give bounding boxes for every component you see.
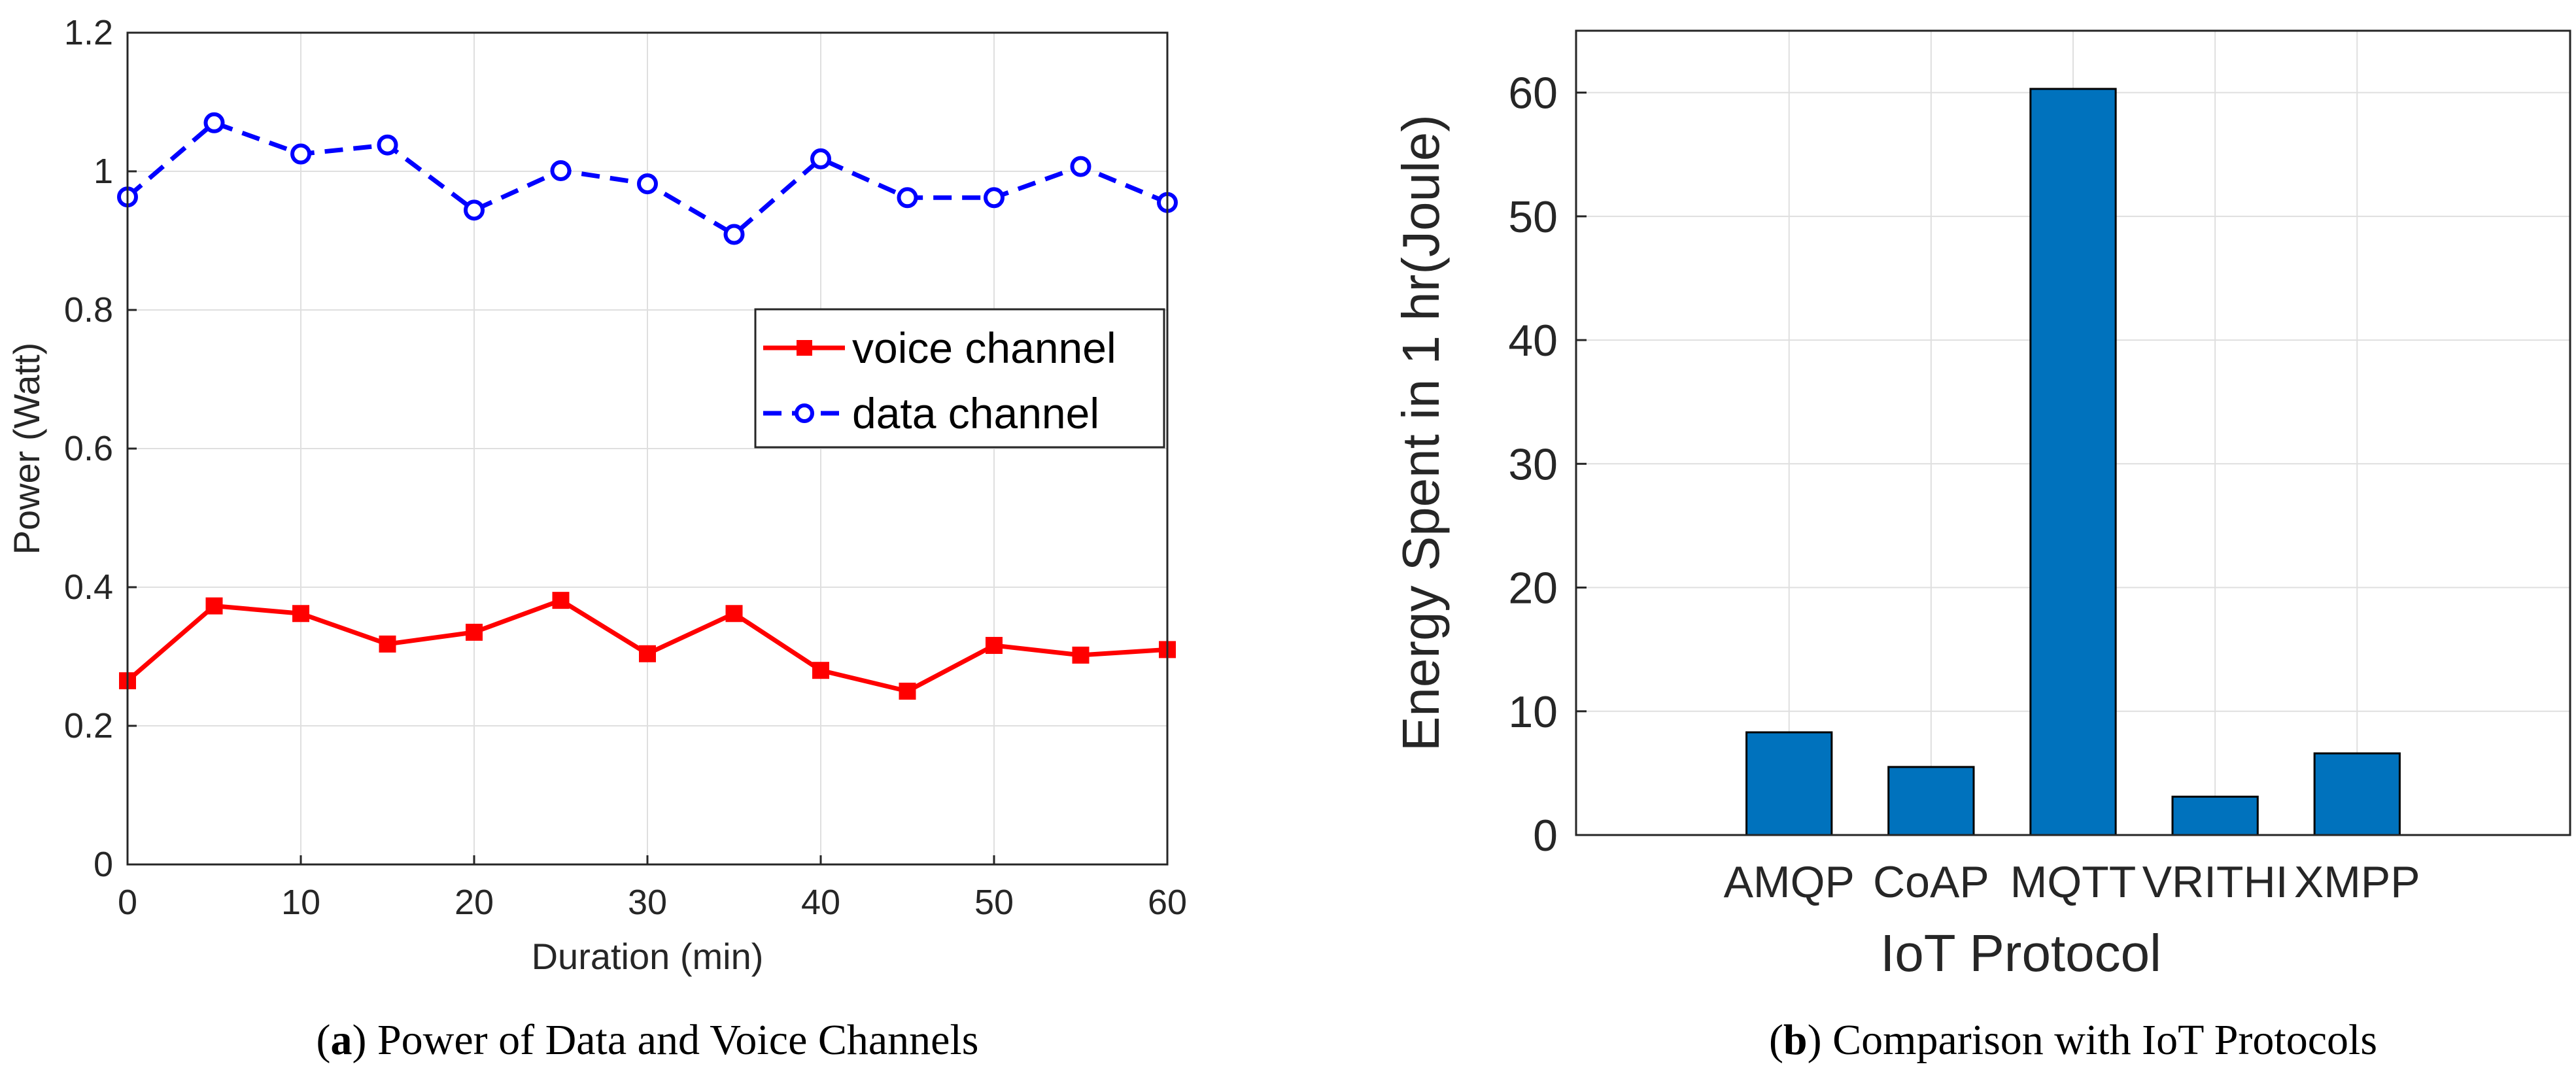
y-axis-label: Energy Spent in 1 hr(Joule) — [1392, 114, 1450, 751]
y-tick-label: 1.2 — [64, 13, 113, 52]
power-line-chart: 0 10 20 30 40 50 60 0 0.2 0.4 0.6 0.8 1 1.2 Duration … — [6, 13, 1187, 1064]
tick-labels: 0 10 20 30 40 50 60 AMQP CoAP MQTT VRITHI XMPP — [1508, 69, 2420, 907]
data-point — [637, 173, 658, 195]
x-tick-label: 30 — [628, 883, 667, 922]
caption-a: (a) Power of Data and Voice Channels — [317, 1016, 979, 1064]
tick-labels: 0 10 20 30 40 50 60 0 0.2 0.4 0.6 0.8 1 1.2 — [64, 13, 1187, 922]
data-point — [1070, 156, 1091, 177]
data-point — [810, 148, 831, 169]
bar-vrithi — [2171, 795, 2259, 836]
y-tick-label: 50 — [1508, 192, 1558, 242]
x-tick-label: 0 — [118, 883, 137, 922]
data-point — [552, 592, 570, 609]
y-axis-label: Power (Watt) — [6, 343, 47, 555]
data-point — [725, 605, 743, 623]
plot-frame — [126, 31, 1169, 866]
legend-voice-label: voice channel — [852, 324, 1116, 372]
y-tick-label: 0.2 — [64, 706, 113, 745]
data-point — [812, 662, 829, 679]
x-axis-label: Duration (min) — [532, 936, 764, 977]
x-axis-label: IoT Protocol — [1880, 924, 2161, 982]
bar-amqp — [1745, 731, 1833, 836]
y-tick-label: 1 — [94, 152, 113, 191]
legend-data-label: data channel — [852, 389, 1099, 437]
data-point — [984, 187, 1005, 209]
x-tick-label: 50 — [974, 883, 1014, 922]
legend-data-marker — [795, 403, 814, 423]
bar-xmpp — [2313, 752, 2401, 836]
x-tick-label: VRITHI — [2142, 857, 2288, 907]
caption-a-text: Power of Data and Voice Channels — [377, 1016, 979, 1064]
x-tick-label: 60 — [1148, 883, 1187, 922]
data-point — [203, 112, 225, 133]
bars-group — [1745, 88, 2401, 836]
data-point — [897, 187, 918, 209]
caption-a-label: a — [330, 1016, 352, 1064]
bar-coap — [1887, 766, 1975, 836]
energy-bar-chart: 0 10 20 30 40 50 60 AMQP CoAP MQTT VRITHI XMPP IoT … — [1392, 29, 2571, 1064]
data-point — [290, 143, 311, 165]
caption-b: (b) Comparison with IoT Protocols — [1769, 1016, 2377, 1064]
data-point — [723, 224, 745, 245]
x-tick-label: MQTT — [2010, 857, 2137, 907]
y-tick-label: 0.4 — [64, 568, 113, 607]
y-tick-label: 0.6 — [64, 429, 113, 468]
caption-b-text: Comparison with IoT Protocols — [1832, 1016, 2377, 1064]
y-tick-label: 20 — [1508, 564, 1558, 613]
bar-mqtt — [2029, 88, 2117, 836]
x-tick-label: XMPP — [2294, 857, 2420, 907]
x-tick-label: CoAP — [1873, 857, 1989, 907]
data-point — [1072, 646, 1090, 664]
data-point — [464, 199, 485, 221]
plot-frame — [1575, 29, 2571, 836]
y-tick-label: 60 — [1508, 69, 1558, 118]
y-tick-label: 0.8 — [64, 290, 113, 330]
data-point — [379, 635, 396, 653]
x-tick-label: AMQP — [1724, 857, 1855, 907]
legend: voice channel data channel — [754, 308, 1165, 449]
x-tick-label: 40 — [801, 883, 840, 922]
legend-box — [754, 308, 1165, 449]
y-tick-label: 0 — [94, 845, 113, 884]
data-point — [899, 683, 916, 700]
data-point — [639, 645, 656, 662]
y-tick-label: 0 — [1533, 811, 1558, 861]
y-tick-label: 40 — [1508, 316, 1558, 366]
y-tick-label: 30 — [1508, 439, 1558, 489]
data-point — [986, 637, 1003, 655]
caption-b-label: b — [1783, 1016, 1808, 1064]
data-point — [292, 605, 309, 623]
data-point — [550, 160, 572, 181]
legend-voice-marker — [797, 340, 812, 356]
data-point — [377, 134, 398, 156]
x-tick-label: 10 — [281, 883, 320, 922]
data-point — [466, 623, 483, 641]
y-tick-label: 10 — [1508, 687, 1558, 737]
data-point — [205, 597, 223, 615]
x-tick-label: 20 — [455, 883, 494, 922]
